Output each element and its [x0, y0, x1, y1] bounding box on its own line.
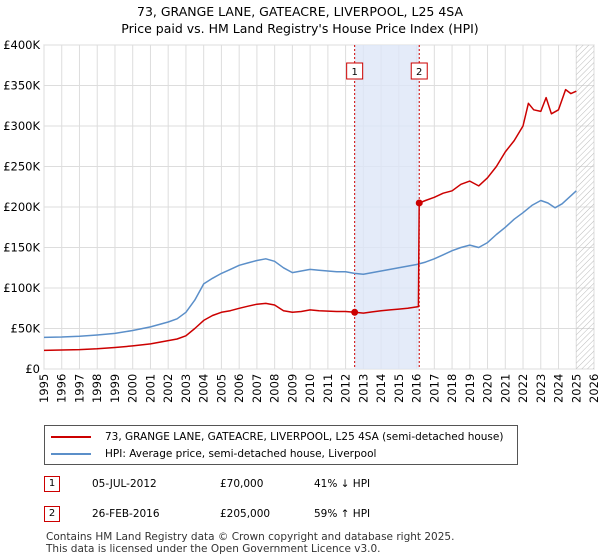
x-tick-label: 2004: [197, 374, 211, 403]
y-tick-label: £0: [25, 362, 40, 376]
x-tick-label: 2008: [268, 374, 282, 403]
footer-copyright: Contains HM Land Registry data © Crown c…: [46, 531, 455, 543]
chart-title: 73, GRANGE LANE, GATEACRE, LIVERPOOL, L2…: [137, 4, 463, 19]
series-lines: [43, 88, 577, 352]
y-tick-label: £100K: [3, 281, 40, 295]
sale-marker-badge: 1: [44, 476, 60, 492]
y-tick-label: £150K: [3, 241, 40, 255]
legend-label-hpi: HPI: Average price, semi-detached house,…: [105, 448, 377, 460]
sale-point: [415, 199, 423, 207]
x-tick-label: 2026: [587, 374, 600, 403]
x-tick-label: 2012: [339, 374, 353, 403]
x-tick-label: 2017: [427, 374, 441, 403]
hpi-line: [43, 190, 577, 339]
y-tick-label: £200K: [3, 200, 40, 214]
sale-point: [351, 308, 359, 316]
sale-hpi-change: 41% ↓ HPI: [314, 478, 371, 490]
sale-date: 05-JUL-2012: [92, 478, 157, 490]
x-tick-label: 2022: [516, 374, 530, 403]
legend-swatch-hpi: [51, 453, 91, 455]
y-tick-label: £50K: [11, 322, 41, 336]
x-tick-label: 1998: [90, 374, 104, 403]
sale-label-text: 1: [351, 67, 357, 78]
sales-period-band: [354, 45, 420, 369]
x-tick-label: 2015: [392, 374, 406, 403]
legend-label-property: 73, GRANGE LANE, GATEACRE, LIVERPOOL, L2…: [105, 431, 504, 443]
x-tick-label: 2023: [534, 374, 548, 403]
property-price-line: [43, 88, 577, 352]
x-tick-label: 2018: [445, 374, 459, 403]
x-tick-label: 2025: [569, 374, 583, 403]
y-tick-label: £400K: [3, 38, 40, 52]
sale-label-box: [346, 62, 364, 80]
y-tick-label: £250K: [3, 160, 40, 174]
highlight-bands: [354, 45, 594, 369]
chart-subtitle: Price paid vs. HM Land Registry's House …: [121, 21, 479, 36]
legend: 73, GRANGE LANE, GATEACRE, LIVERPOOL, L2…: [44, 425, 518, 465]
x-tick-label: 2002: [161, 374, 175, 403]
x-tick-label: 1999: [108, 374, 122, 403]
sale-label-text: 2: [416, 67, 422, 78]
x-tick-label: 2010: [303, 374, 317, 403]
sale-price: £205,000: [220, 508, 271, 520]
y-axis: £0 £50K £100K £150K £200K £250K £300K £350K £400…: [3, 38, 40, 376]
x-tick-label: 2000: [126, 374, 140, 403]
x-tick-label: 1997: [72, 374, 86, 403]
sale-hpi-change: 59% ↑ HPI: [314, 508, 371, 520]
y-tick-label: £300K: [3, 119, 40, 133]
x-tick-label: 2005: [214, 374, 228, 403]
x-tick-label: 2009: [285, 374, 299, 403]
legend-item-hpi: HPI: Average price, semi-detached house,…: [51, 446, 376, 462]
x-tick-label: 1995: [37, 374, 51, 403]
x-tick-label: 2014: [374, 374, 388, 403]
forecast-hatch: [576, 45, 594, 369]
x-tick-label: 2006: [232, 374, 246, 403]
x-tick-label: 2020: [481, 374, 495, 403]
legend-swatch-property: [51, 436, 91, 438]
x-tick-label: 2019: [463, 374, 477, 403]
sale-date: 26-FEB-2016: [92, 508, 160, 520]
footer-licence: This data is licensed under the Open Gov…: [46, 543, 381, 555]
x-tick-label: 2007: [250, 374, 264, 403]
sale-label-box: [410, 62, 428, 80]
x-tick-label: 2013: [356, 374, 370, 403]
sale-price: £70,000: [220, 478, 264, 490]
x-tick-label: 2021: [498, 374, 512, 403]
y-tick-label: £350K: [3, 79, 40, 93]
x-tick-label: 2001: [143, 374, 157, 403]
legend-item-property: 73, GRANGE LANE, GATEACRE, LIVERPOOL, L2…: [51, 429, 503, 445]
x-tick-label: 2016: [410, 374, 424, 403]
x-tick-label: 2003: [179, 374, 193, 403]
x-axis: 1995 1996 1997 1998 1999 2000 2001 2002 2003 2004…: [37, 374, 600, 403]
x-tick-label: 2024: [552, 374, 566, 403]
x-tick-label: 1996: [55, 374, 69, 403]
x-tick-label: 2011: [321, 374, 335, 403]
sale-marker-badge: 2: [44, 506, 60, 522]
